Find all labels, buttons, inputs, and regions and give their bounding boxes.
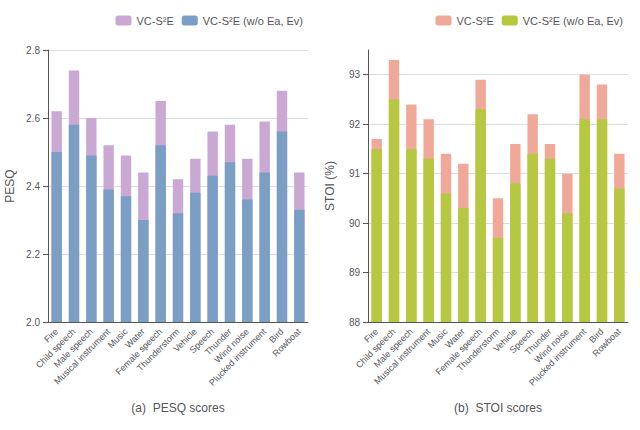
svg-text:Music: Music	[105, 326, 130, 351]
svg-text:Female speech: Female speech	[113, 326, 165, 377]
svg-text:Thunderstorm: Thunderstorm	[454, 326, 502, 374]
svg-text:VC-S²E (w/o Ea, Ev): VC-S²E (w/o Ea, Ev)	[523, 15, 623, 27]
svg-text:Water: Water	[123, 326, 147, 351]
svg-text:Music: Music	[425, 326, 450, 351]
svg-text:Plucked instrument: Plucked instrument	[527, 326, 588, 387]
svg-text:Rowboat: Rowboat	[591, 326, 624, 359]
svg-text:Wind noise: Wind noise	[212, 326, 251, 365]
svg-text:Thunder: Thunder	[202, 326, 234, 358]
svg-text:(b) STOI scores: (b) STOI scores	[454, 401, 542, 415]
svg-text:Plucked instrument: Plucked instrument	[207, 326, 268, 387]
svg-text:Speech: Speech	[187, 326, 217, 356]
svg-text:Bird: Bird	[587, 326, 606, 345]
svg-text:(a) PESQ scores: (a) PESQ scores	[131, 401, 224, 415]
svg-text:Vehicle: Vehicle	[171, 326, 199, 354]
svg-text:Fire: Fire	[42, 326, 61, 345]
svg-text:Wind noise: Wind noise	[532, 326, 571, 365]
svg-text:Water: Water	[443, 326, 467, 351]
svg-text:93: 93	[349, 69, 361, 80]
svg-text:Rowboat: Rowboat	[271, 326, 304, 359]
svg-text:Fire: Fire	[362, 326, 381, 345]
svg-text:Thunderstorm: Thunderstorm	[134, 326, 182, 374]
svg-text:Child speech: Child speech	[353, 326, 398, 371]
svg-text:Bird: Bird	[267, 326, 286, 345]
svg-text:2.8: 2.8	[26, 45, 40, 56]
svg-text:2.2: 2.2	[26, 249, 40, 260]
svg-text:STOI (%): STOI (%)	[323, 161, 337, 211]
svg-text:2.6: 2.6	[26, 113, 40, 124]
svg-text:91: 91	[349, 168, 361, 179]
svg-text:Speech: Speech	[507, 326, 537, 356]
svg-text:2.4: 2.4	[26, 181, 40, 192]
svg-text:2.0: 2.0	[26, 317, 40, 328]
svg-text:PESQ: PESQ	[3, 169, 17, 202]
svg-text:89: 89	[349, 267, 361, 278]
svg-text:Male speech: Male speech	[371, 326, 415, 370]
svg-text:Vehicle: Vehicle	[491, 326, 519, 354]
svg-text:Child speech: Child speech	[33, 326, 78, 371]
svg-text:Female speech: Female speech	[433, 326, 485, 377]
svg-text:VC-S²E: VC-S²E	[136, 15, 173, 27]
svg-text:90: 90	[349, 218, 361, 229]
svg-text:Musical instrument: Musical instrument	[52, 326, 112, 386]
svg-text:92: 92	[349, 119, 361, 130]
svg-text:88: 88	[349, 317, 361, 328]
svg-text:Male speech: Male speech	[51, 326, 95, 370]
svg-text:VC-S²E: VC-S²E	[456, 15, 493, 27]
svg-text:VC-S²E (w/o Ea, Ev): VC-S²E (w/o Ea, Ev)	[203, 15, 303, 27]
svg-text:Musical instrument: Musical instrument	[372, 326, 432, 386]
svg-text:Thunder: Thunder	[522, 326, 554, 358]
